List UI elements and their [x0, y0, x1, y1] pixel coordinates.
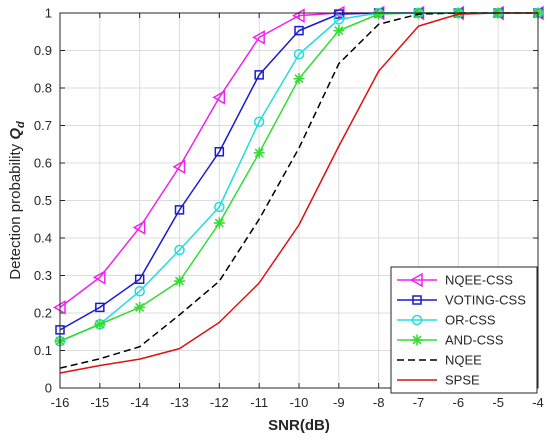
legend-label: NQEE-CSS [445, 273, 513, 288]
y-tick-label: 0.7 [34, 118, 52, 133]
marker-circle [174, 244, 185, 256]
marker-triangle [409, 272, 423, 288]
marker-asterisk-stroke [294, 74, 304, 84]
y-tick-label: 0.3 [34, 268, 52, 283]
series-spse [59, 12, 538, 374]
marker-circle [293, 49, 305, 60]
marker-asterisk-stroke [334, 26, 344, 36]
legend-item: NQEE-CSS [397, 273, 513, 288]
y-tick-label: 0 [45, 381, 52, 396]
x-tick-label: -5 [492, 395, 504, 410]
marker-square [334, 9, 344, 19]
marker-asterisk-stroke [135, 302, 145, 312]
legend: NQEE-CSS VOTING-CSS OR-CSS AND-CSS NQEE SPSE [390, 266, 538, 394]
y-axis-label: Detection probability Qd [7, 121, 27, 280]
x-tick-label: -13 [170, 395, 189, 410]
legend-item: OR-CSS [397, 313, 496, 328]
marker-asterisk-stroke [214, 218, 224, 228]
marker-square [254, 70, 264, 80]
x-tick-label: -7 [413, 395, 425, 410]
marker-asterisk-stroke [95, 319, 105, 329]
series-line [59, 12, 538, 369]
legend-label: SPSE [445, 373, 480, 388]
y-tick-label: 0.1 [34, 343, 52, 358]
legend-label: NQEE [445, 353, 482, 368]
x-tick-label: -15 [90, 395, 109, 410]
y-axis-label-subscript: d [15, 121, 27, 128]
marker-square [412, 295, 422, 305]
marker-circle [214, 201, 225, 213]
x-axis-ticks: -16 -15 -14 -13 -12 -11 -10 -9 -8 -7 -6 -5 -4 [51, 13, 544, 410]
y-tick-label: 0.9 [34, 43, 52, 58]
y-axis-label-text: Detection probability [7, 140, 24, 280]
marker-asterisk-stroke [174, 276, 185, 286]
x-tick-label: -16 [51, 395, 70, 410]
x-tick-label: -6 [453, 395, 465, 410]
marker-square [95, 302, 105, 313]
y-tick-label: 0.8 [34, 81, 52, 96]
legend-box [390, 266, 538, 394]
marker-square [214, 147, 225, 157]
x-tick-label: -8 [373, 395, 385, 410]
series-line [59, 12, 538, 374]
y-tick-label: 0.4 [34, 231, 52, 246]
legend-item: NQEE [397, 353, 482, 368]
marker-square [134, 274, 145, 284]
marker-triangle [252, 30, 265, 45]
legend-item: VOTING-CSS [397, 293, 526, 308]
y-tick-label: 1 [45, 6, 52, 21]
marker-asterisk-stroke [254, 148, 264, 158]
marker-asterisk-stroke [374, 9, 384, 19]
marker-circle [134, 286, 145, 297]
marker-circle [253, 116, 265, 127]
legend-label: OR-CSS [445, 313, 496, 328]
x-tick-label: -9 [333, 395, 345, 410]
marker-triangle [132, 220, 146, 235]
marker-triangle [92, 270, 106, 285]
x-tick-label: -11 [250, 395, 268, 410]
x-tick-label: -12 [210, 395, 229, 410]
x-tick-label: -14 [130, 395, 149, 410]
y-tick-label: 0.2 [34, 306, 52, 321]
marker-square [174, 205, 185, 215]
legend-item: AND-CSS [397, 333, 504, 348]
marker-asterisk-stroke [412, 335, 422, 345]
legend-label: AND-CSS [445, 333, 504, 348]
x-tick-label: -10 [290, 395, 309, 410]
x-tick-label: -4 [532, 395, 544, 410]
series-nqee [59, 12, 538, 369]
legend-item: SPSE [397, 373, 480, 388]
marker-triangle [212, 90, 226, 105]
marker-triangle [172, 159, 186, 175]
y-tick-label: 0.5 [34, 193, 52, 208]
marker-circle [411, 314, 423, 326]
y-tick-label: 0.6 [34, 156, 52, 171]
plot-frame [59, 12, 539, 389]
marker-circle [333, 14, 345, 25]
legend-label: VOTING-CSS [445, 293, 526, 308]
marker-square [294, 25, 304, 36]
x-axis-label: SNR(dB) [268, 417, 330, 434]
y-axis-label-symbol: Q [7, 128, 24, 140]
